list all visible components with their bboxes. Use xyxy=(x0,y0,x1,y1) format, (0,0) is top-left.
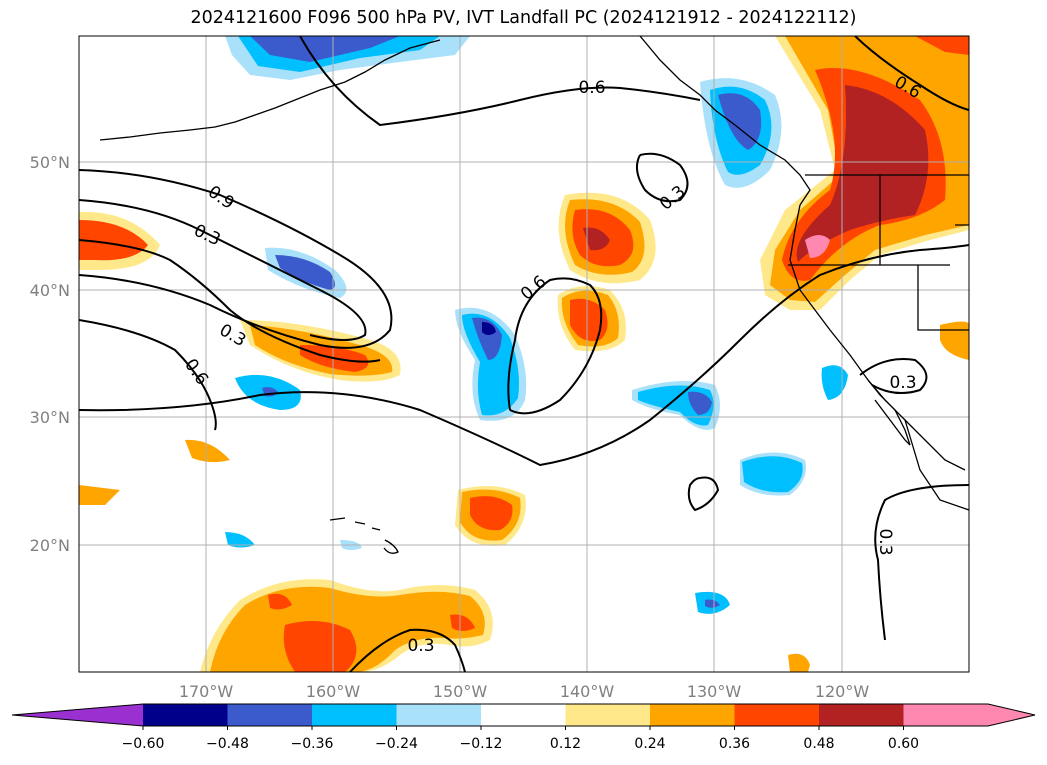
colorbar-segment xyxy=(734,704,820,726)
neg-anomaly-146w-35n-core xyxy=(462,313,519,416)
pos-anomaly-west-us-4 xyxy=(796,85,929,262)
pos-anomaly-170w-28n xyxy=(185,439,230,463)
colorbar-tick-label: 0.36 xyxy=(719,736,750,752)
lat-label: 30°N xyxy=(30,408,70,427)
colorbar-tick-label: 0.12 xyxy=(550,736,581,752)
lon-label: 120°W xyxy=(815,682,870,701)
lon-label: 150°W xyxy=(433,682,488,701)
contour-label: 0.3 xyxy=(407,636,434,656)
contour-0.6-north xyxy=(299,36,701,127)
pv-filled-contours xyxy=(79,36,969,672)
neg-anomaly-bc-inner xyxy=(718,93,762,150)
neg-anomaly-160w-42n-core xyxy=(275,255,335,290)
coastlines xyxy=(99,36,969,554)
chart-title: 2024121600 F096 500 hPa PV, IVT Landfall… xyxy=(190,8,857,28)
pv-contour-lines xyxy=(79,36,969,672)
colorbar: −0.60 −0.48 −0.36 −0.24 −0.12 0.12 0.24 0.36 0.4… xyxy=(11,703,1036,752)
neg-anomaly-170w-20n xyxy=(225,532,255,548)
baja-california xyxy=(867,379,911,446)
colorbar-tick-label: 0.60 xyxy=(888,736,919,752)
colorbar-tick-label: 0.24 xyxy=(634,736,665,752)
contour-0.3-south xyxy=(349,628,466,672)
north-america-west-coast xyxy=(789,204,966,471)
hawaii xyxy=(329,517,399,554)
pos-anomaly-ne xyxy=(915,36,969,55)
neg-anomaly-125w-25n-core xyxy=(742,456,803,493)
state-boundaries xyxy=(788,175,969,331)
colorbar-tick-label: −0.60 xyxy=(122,736,165,752)
lon-label: 130°W xyxy=(687,682,742,701)
colorbar-segment xyxy=(396,704,482,726)
contour-label: 0.6 xyxy=(517,272,551,305)
contour-0.6-west xyxy=(79,169,393,349)
colorbar-segment xyxy=(565,704,651,726)
colorbar-tick-label: −0.48 xyxy=(206,736,249,752)
alaska-coast xyxy=(639,36,811,206)
contour-0.6-northeast xyxy=(854,36,969,111)
pos-anomaly-140w-37n-3 xyxy=(570,298,608,341)
colorbar-segment xyxy=(227,704,313,726)
pos-anomaly-south-band-4 xyxy=(268,593,292,610)
neg-anomaly-133w-32n-inner xyxy=(688,391,712,415)
neg-anomaly-121w-32n xyxy=(821,365,848,400)
colorbar-extend-high xyxy=(988,704,1035,726)
mexico-coast xyxy=(904,419,969,511)
contour-0.3-southwest xyxy=(79,319,217,431)
lat-label: 50°N xyxy=(30,153,70,172)
lon-label: 140°W xyxy=(560,682,615,701)
lon-label: 170°W xyxy=(179,682,234,701)
latitude-labels: 50°N 40°N 30°N 20°N xyxy=(30,153,70,555)
contour-label: 0.9 xyxy=(204,182,238,214)
contour-0.3-central-loop xyxy=(635,152,689,203)
colorbar-segment xyxy=(903,704,989,726)
neg-anomaly-north-pacific-inner xyxy=(250,36,400,62)
contour-0.3-main xyxy=(79,244,969,467)
lat-label: 20°N xyxy=(30,536,70,555)
aleutian-coast xyxy=(99,39,441,141)
colorbar-segment xyxy=(481,704,566,726)
pos-anomaly-west-edge-core xyxy=(79,220,148,261)
contour-0.3-east xyxy=(859,358,928,395)
colorbar-tick-label: −0.12 xyxy=(460,736,503,752)
colorbar-segment xyxy=(819,704,904,726)
pos-anomaly-148w-22n-3 xyxy=(470,496,513,531)
neg-anomaly-130w-15n-core xyxy=(705,599,720,608)
pos-anomaly-140w-44n-4 xyxy=(583,227,610,251)
pos-anomaly-east-edge-36n xyxy=(940,321,969,360)
colorbar-tick-label: −0.24 xyxy=(375,736,418,752)
gridlines xyxy=(79,36,969,672)
map-frame xyxy=(78,35,970,673)
colorbar-extend-low xyxy=(12,704,143,726)
contour-0.6-central xyxy=(507,277,603,415)
contour-0.3-loop-25n xyxy=(687,476,720,512)
contour-label: 0.6 xyxy=(578,78,605,98)
contour-label: 0.3 xyxy=(191,221,224,251)
contour-0.3-west xyxy=(79,239,381,363)
pos-anomaly-south-band-3 xyxy=(283,621,357,672)
contour-0.3-southeast xyxy=(874,484,969,641)
pos-anomaly-south-band-5 xyxy=(450,614,475,631)
longitude-labels: 170°W 160°W 150°W 140°W 130°W 120°W xyxy=(179,682,870,701)
contour-0.9-west xyxy=(79,199,367,341)
pos-anomaly-west-24n xyxy=(79,485,120,505)
colorbar-segment xyxy=(143,704,228,726)
pos-anomaly-west-us-5 xyxy=(805,235,830,258)
colorbar-tick-label: −0.36 xyxy=(291,736,334,752)
contour-label: 0.3 xyxy=(656,182,690,215)
contour-label: 0.3 xyxy=(875,528,895,555)
lat-label: 40°N xyxy=(30,281,70,300)
pos-anomaly-118w-12n xyxy=(788,653,810,672)
lon-label: 160°W xyxy=(306,682,361,701)
colorbar-segment xyxy=(650,704,735,726)
colorbar-tick-label: 0.48 xyxy=(803,736,834,752)
contour-label: 0.3 xyxy=(889,373,916,393)
colorbar-segment xyxy=(312,704,397,726)
neg-anomaly-146w-35n-peak xyxy=(482,322,496,335)
